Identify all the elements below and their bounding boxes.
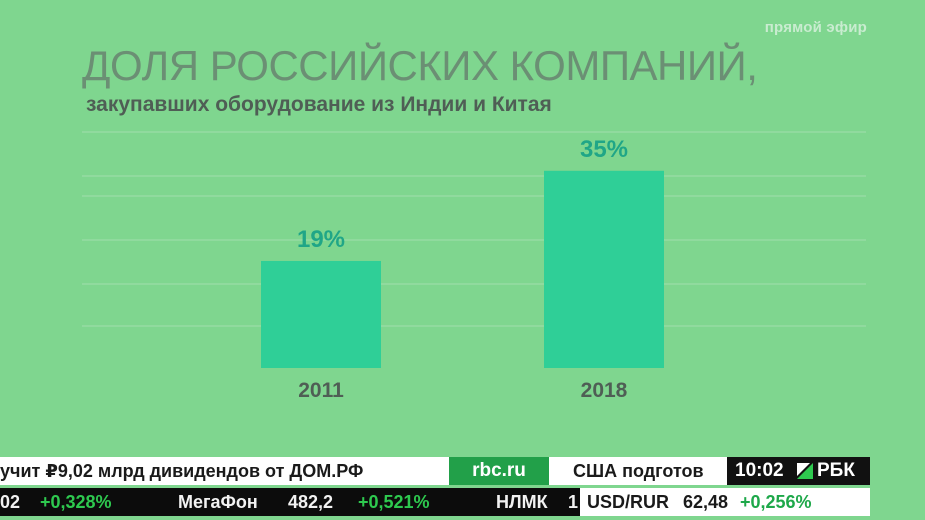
- quote-value: 1: [568, 492, 579, 512]
- next-headline-strip: [549, 457, 727, 485]
- live-broadcast-label: прямой эфир: [764, 19, 867, 36]
- bar-2011: [261, 260, 381, 368]
- ticker-next-headline: США подготов: [573, 461, 704, 481]
- fx-value: 62,48: [683, 492, 729, 512]
- quote-change: +0,328%: [40, 492, 112, 512]
- category-label-2018: 2018: [581, 379, 628, 402]
- quote-value: 482,2: [288, 492, 334, 512]
- fx-pair: USD/RUR: [587, 492, 670, 512]
- fx-strip: [580, 488, 870, 516]
- quote-name: МегаФон: [178, 492, 258, 512]
- brand-name: РБК: [817, 460, 855, 481]
- headline-strip: [0, 457, 449, 485]
- chart-subtitle: закупавших оборудование из Индии и Китая: [86, 93, 552, 116]
- bar-2018: [544, 170, 664, 368]
- value-label-2018: 35%: [580, 136, 628, 163]
- quotes-strip: [0, 488, 580, 516]
- value-label-2011: 19%: [297, 226, 345, 253]
- chart-grid: [82, 131, 866, 327]
- rbc-logo-icon: [797, 463, 813, 479]
- category-label-2011: 2011: [298, 379, 344, 402]
- clock-brand-box: 10:02 РБК: [727, 457, 870, 485]
- quote-name: НЛМК: [496, 492, 548, 512]
- site-badge: rbc.ru: [449, 457, 549, 485]
- quotes-ticker: 02 +0,328% МегаФон 482,2 +0,521% НЛМК 1 …: [0, 488, 925, 516]
- chart-title: ДОЛЯ РОССИЙСКИХ КОМПАНИЙ,: [82, 42, 758, 89]
- bar-chart: 19% 2011 35% 2018: [82, 131, 866, 402]
- quote-change: +0,521%: [358, 492, 430, 512]
- fx-change: +0,256%: [740, 492, 812, 512]
- chart-labels: 19% 2011 35% 2018: [297, 136, 628, 402]
- news-ticker: учит ₽9,02 млрд дивидендов от ДОМ.РФ rbc…: [0, 457, 925, 485]
- chart-bars: [261, 170, 664, 368]
- quote-value: 02: [0, 492, 21, 512]
- ticker-headline: учит ₽9,02 млрд дивидендов от ДОМ.РФ: [0, 461, 364, 481]
- clock: 10:02: [735, 460, 784, 481]
